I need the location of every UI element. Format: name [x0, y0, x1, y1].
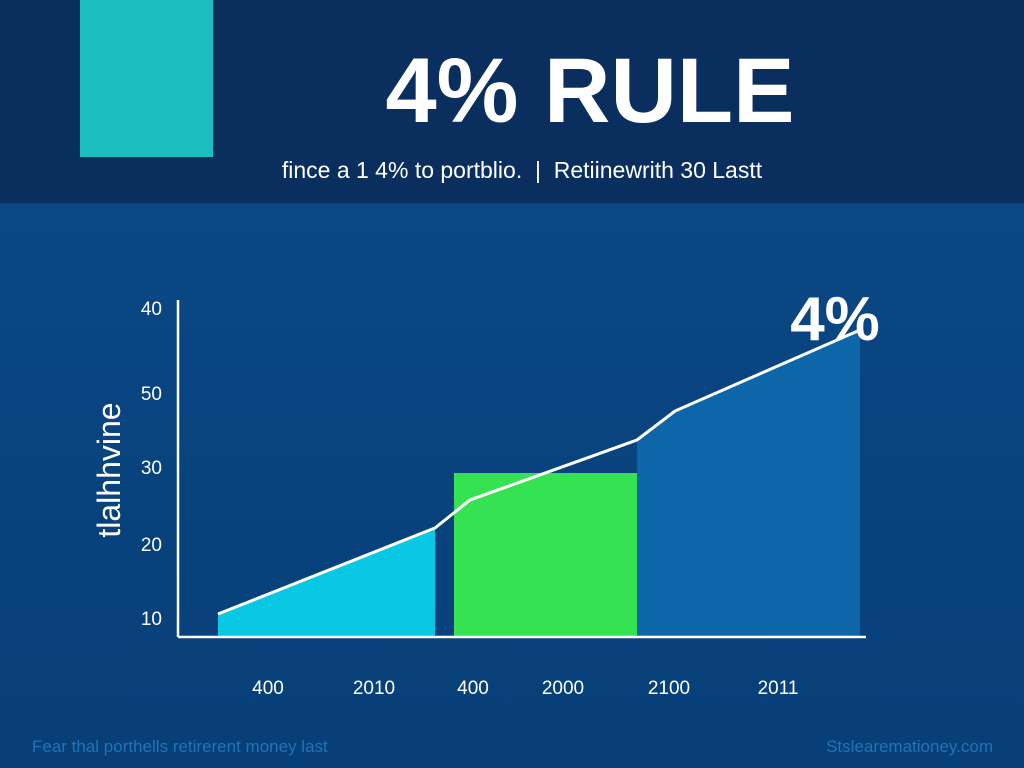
- x-labels: 400 2010 400 2000 2100 2011: [252, 678, 798, 699]
- callout: 4%: [790, 285, 880, 354]
- x-label: 2011: [758, 678, 799, 699]
- x-label: 2000: [542, 678, 584, 699]
- y-label: 40: [141, 299, 162, 320]
- y-labels: 40 50 30 20 10: [141, 299, 162, 630]
- x-label: 2100: [648, 678, 690, 699]
- accent-square: [80, 0, 213, 157]
- subtitle: fince a 1 4% to portblio. | Retiinewrith…: [282, 157, 763, 183]
- axis-title: tlalhhvine: [91, 402, 127, 537]
- x-label: 2010: [353, 678, 395, 699]
- area-segment: [454, 473, 637, 637]
- y-label: 50: [141, 384, 162, 405]
- footer-source: Stslearemationey.com: [826, 737, 993, 756]
- trend-line: [217, 328, 861, 616]
- y-label: 20: [141, 535, 162, 556]
- y-label: 30: [141, 458, 162, 479]
- title: 4% RULE: [386, 40, 795, 142]
- footer-caption: Fear thal porthells retirerent money las…: [32, 737, 328, 756]
- y-label: 10: [141, 609, 162, 630]
- x-label: 400: [457, 678, 489, 699]
- x-label: 400: [252, 678, 284, 699]
- area-segment: [637, 330, 860, 637]
- area-segment: [218, 528, 435, 637]
